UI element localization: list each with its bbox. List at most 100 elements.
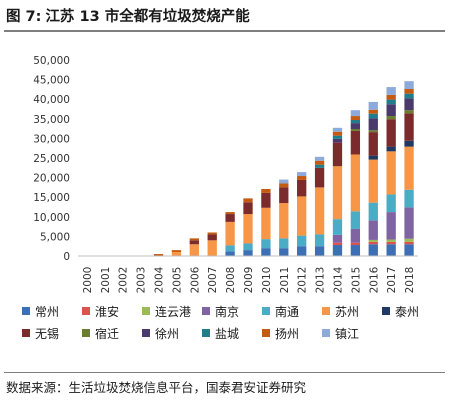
bar-segment [297,235,307,247]
bar-segment [189,244,199,256]
x-tick-label: 2002 [118,267,130,294]
bar-segment [225,221,235,246]
y-tick-label: 15,000 [33,192,70,204]
bar-segment [297,196,307,236]
bar-segment [404,146,414,190]
bar-segment [261,192,271,208]
bar-segment [297,172,307,177]
figure-title-text: 江苏 13 市全都有垃圾焚烧产能 [45,9,250,25]
legend-swatch [82,329,90,337]
bar-segment [243,243,253,251]
legend-swatch [202,329,210,337]
legend-label: 无锡 [35,326,60,341]
legend-label: 南京 [215,304,240,319]
stacked-bar-chart: 0 5,000 10,000 15,000 20,000 25,000 30,000 35,0… [33,55,418,294]
bar-segment [386,212,396,240]
y-tick-label: 20,000 [33,173,70,185]
x-tick-label: 2017 [386,267,398,294]
bar-segment [314,160,325,165]
bar-segment [350,228,361,243]
bar-segment [404,207,414,239]
legend-swatch [262,329,270,337]
bar-segment [404,81,414,90]
legend-swatch [22,307,30,315]
x-tick-label: 2009 [243,267,255,294]
bar-segment [261,248,271,256]
bar-segment [332,166,343,220]
bar-segment [404,89,414,94]
x-tick-label: 2010 [261,267,273,294]
legend-label: 南通 [275,304,300,319]
y-tick-label: 10,000 [33,212,70,224]
bar-segment [314,156,325,161]
x-tick-label: 2008 [225,267,237,294]
bar-segment [332,131,343,136]
bar-segment [314,234,325,247]
bar-segment [332,245,343,256]
bar-segment [279,179,289,184]
bar-segment [243,202,253,215]
bar-segment [368,132,378,156]
bar-segment [350,211,361,229]
bar-segment [225,212,235,215]
x-tick-label: 2001 [100,267,112,294]
bar-segment [386,146,396,152]
bar-segment [386,244,396,256]
source-divider [4,372,445,373]
bar-segment [350,119,361,124]
bar-segment [404,113,414,141]
bar-segment [404,93,414,99]
bar-segment [332,242,343,246]
bar-segment [297,179,307,197]
bar-segment [189,238,199,241]
bar-segment [332,142,343,167]
bar-segment [350,110,361,117]
legend-swatch [22,329,30,337]
bar-segment [332,234,343,243]
bar-segment [171,250,182,253]
y-tick-label: 30,000 [33,133,70,145]
legend-swatch [202,307,210,315]
x-tick-label: 2011 [279,267,291,294]
bar-segment [368,118,378,131]
title-divider [4,30,445,32]
bar-segment [243,250,253,256]
x-tick-label: 2014 [332,266,344,293]
x-tick-label: 2018 [404,267,416,294]
bar-segment [386,151,396,195]
bar-segment [279,203,289,239]
bar-segment [350,242,361,246]
bar-segment [386,241,396,245]
bar-segment [404,241,414,245]
bar-segment [368,244,378,256]
bar-segment [350,245,361,256]
bar-segment [207,232,217,235]
bar-segment [350,154,361,212]
legend-label: 苏州 [335,304,360,319]
legend-item: 连云港 [142,300,202,322]
figure-number: 图 7: [6,9,42,25]
legend-swatch [82,307,90,315]
x-tick-label: 2012 [297,267,309,294]
bar-segment [332,127,343,132]
bar-segment [404,238,414,242]
source-note: 数据来源：生活垃圾焚烧信息平台，国泰君安证券研究 [6,380,307,395]
bar-segment [368,241,378,245]
bar-segment [314,246,325,256]
x-tick-label: 2006 [189,266,201,293]
x-tick-label: 2007 [207,267,219,294]
bar-segment [386,94,396,100]
bar-segment [189,240,199,245]
bar-segment [314,187,325,235]
legend-item: 常州 [22,300,82,322]
legend-swatch [142,307,150,315]
legend-label: 扬州 [275,326,300,341]
x-tick-label: 2000 [82,267,94,294]
legend-label: 徐州 [155,326,180,341]
legend-swatch [382,307,390,315]
bar-segment [386,119,396,147]
bar-segment [368,202,378,221]
bar-segment [207,240,217,256]
bar-segment [332,219,343,235]
legend-item: 扬州 [262,322,322,344]
